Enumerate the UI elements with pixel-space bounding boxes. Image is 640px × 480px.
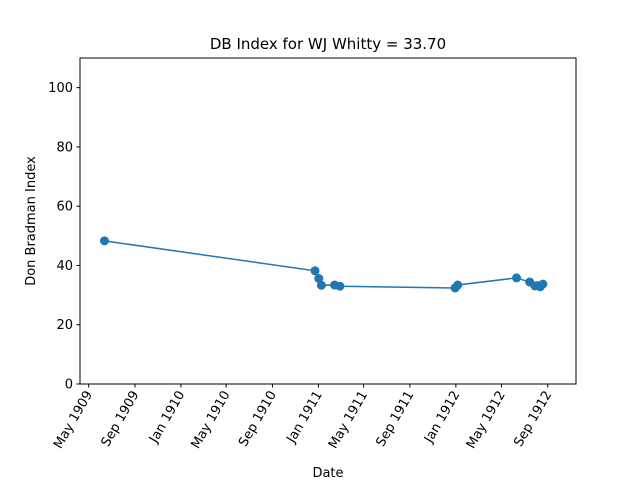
chart-title: DB Index for WJ Whitty = 33.70: [210, 35, 446, 53]
x-tick-label: Jan 1911: [284, 389, 326, 447]
x-axis: May 1909 Sep 1909 Jan 1910 May 1910 Sep 1910…: [51, 384, 555, 452]
series-line: [104, 240, 544, 289]
y-tick-label: 0: [65, 378, 73, 393]
x-tick-label: May 1909: [51, 389, 96, 452]
x-tick-label: Sep 1909: [99, 389, 143, 450]
data-point: [511, 273, 521, 283]
y-axis: 0 20 40 60 80 100: [48, 81, 80, 393]
x-tick-label: May 1910: [189, 389, 234, 452]
x-tick-label: Jan 1910: [146, 389, 188, 447]
x-axis-label: Date: [312, 466, 343, 480]
x-tick-label: Jan 1912: [421, 389, 463, 447]
y-tick-label: 100: [48, 81, 73, 96]
data-point: [453, 280, 463, 290]
data-point: [335, 281, 345, 291]
x-tick-label: May 1911: [326, 389, 371, 452]
data-point: [99, 236, 109, 246]
x-tick-label: Sep 1911: [374, 389, 418, 450]
plot-frame: [79, 57, 577, 385]
data-point: [538, 279, 548, 289]
data-point: [310, 266, 320, 276]
data-point: [314, 273, 324, 283]
plot-area: [99, 236, 548, 293]
data-point: [316, 280, 326, 290]
x-tick-label: Sep 1910: [236, 389, 280, 450]
y-axis-label: Don Bradman Index: [24, 156, 39, 286]
y-tick-label: 80: [56, 140, 73, 155]
x-tick-label: May 1912: [464, 389, 509, 452]
y-tick-label: 60: [56, 200, 73, 215]
y-tick-label: 40: [56, 259, 73, 274]
y-tick-label: 20: [56, 318, 73, 333]
x-tick-label: Sep 1912: [511, 389, 555, 450]
